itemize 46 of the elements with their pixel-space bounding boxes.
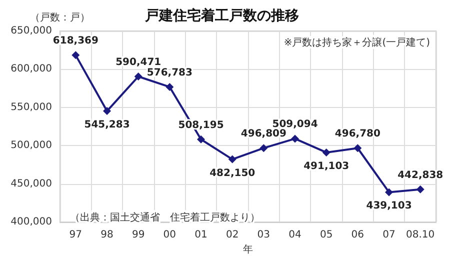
x-tick-label: 05 — [320, 230, 333, 241]
point — [354, 144, 362, 152]
data-label: 496,780 — [334, 128, 380, 140]
x-tick-label: 03 — [257, 230, 270, 241]
x-tick-label: 04 — [288, 230, 302, 241]
annotation: （出典：国土交通省 住宅着工戸数より） — [70, 212, 260, 224]
point — [385, 188, 393, 196]
x-tick-label: 06 — [351, 230, 364, 241]
y-tick-label: 450,000 — [10, 178, 52, 190]
x-tick-label: 01 — [194, 230, 208, 241]
point — [103, 107, 111, 116]
x-tick-label: 02 — [226, 230, 239, 241]
y-tick-label: 500,000 — [10, 140, 52, 152]
x-tick-label: 97 — [69, 230, 82, 241]
point — [416, 185, 424, 194]
y-tick-label: 650,000 — [10, 26, 52, 36]
y-tick-label: 400,000 — [10, 216, 52, 228]
data-label: 442,838 — [398, 170, 444, 181]
data-label: 590,471 — [116, 57, 162, 68]
data-label: 509,094 — [272, 119, 318, 130]
data-label: 545,283 — [84, 120, 130, 131]
data-label: 576,783 — [146, 67, 192, 78]
x-axis-title: 年 — [243, 244, 253, 256]
point — [260, 144, 268, 152]
x-tick-label: 98 — [100, 230, 114, 241]
y-tick-label: 550,000 — [10, 102, 52, 113]
data-label: 482,150 — [210, 168, 256, 179]
point — [291, 134, 299, 143]
x-tick-label: 07 — [382, 230, 396, 241]
data-label: 618,369 — [52, 36, 98, 47]
y-axis-title: （戸数：戸） — [30, 12, 90, 24]
point — [322, 148, 330, 156]
data-label: 496,809 — [240, 128, 286, 140]
x-tick-label: 00 — [163, 230, 176, 241]
x-tick-label: 08.10 — [406, 230, 435, 241]
annotation: ※戸数は持ち家＋分譲(一戸建て) — [284, 36, 430, 48]
data-label: 439,103 — [366, 200, 412, 212]
chart-title: 戸建住宅着工戸数の推移 — [144, 7, 299, 24]
point — [134, 72, 142, 81]
point — [72, 51, 80, 60]
y-tick-label: 600,000 — [10, 64, 52, 75]
point — [197, 135, 205, 144]
x-tick-label: 99 — [132, 230, 145, 241]
point — [166, 82, 174, 91]
data-label: 491,103 — [304, 160, 350, 172]
point — [228, 155, 236, 164]
